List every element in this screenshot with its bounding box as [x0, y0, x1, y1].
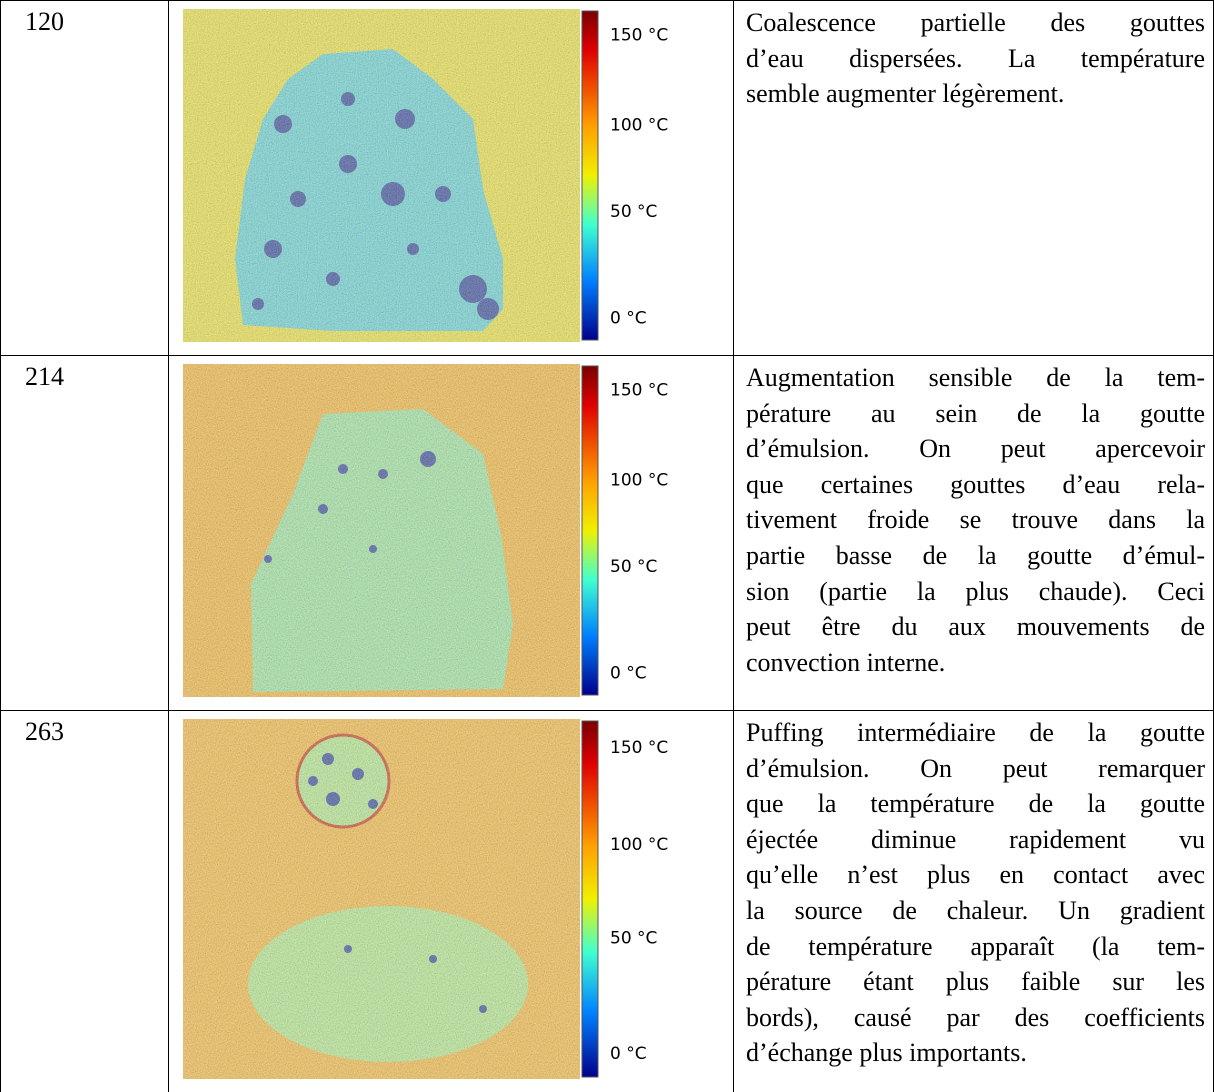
colorbar-label: 50 °C: [610, 557, 657, 577]
description-line: pérature étant plus faible sur les: [746, 967, 1205, 997]
image-cell: 150 °C 100 °C 50 °C 0 °C: [168, 355, 734, 711]
colorbar-label: 0 °C: [610, 664, 647, 684]
table-row: 263 150 °C 100 °C 50 °C 0 °C Puffing interméd…: [0, 710, 1214, 1092]
description-cell: Augmentation sensible de la tem-pérature…: [733, 355, 1214, 711]
description-line: convection interne.: [746, 647, 946, 677]
colorbar: [581, 720, 599, 1078]
colorbar-label: 150 °C: [610, 738, 668, 758]
description-line: Puffing intermédiaire de la goutte: [746, 718, 1205, 747]
time: 120: [25, 7, 64, 36]
colorbar-label: 50 °C: [610, 929, 657, 949]
image-cell: 150 °C 100 °C 50 °C 0 °C: [168, 0, 734, 356]
colorbar-label: 0 °C: [610, 309, 647, 329]
noise: [183, 9, 580, 342]
description-line: d’échange plus importants.: [746, 1038, 1027, 1068]
table-row: 214 150 °C 100 °C 50 °C 0 °C Augmentation sen…: [0, 355, 1214, 711]
description-line: sion (partie la plus chaude). Ceci: [746, 576, 1205, 606]
time-cell: 120: [0, 0, 169, 356]
time: 214: [25, 362, 64, 391]
colorbar-label: 100 °C: [610, 835, 668, 855]
colorbar: [581, 10, 599, 341]
description-line: partie basse de la goutte d’émul-: [746, 540, 1205, 570]
image-cell: 150 °C 100 °C 50 °C 0 °C: [168, 710, 734, 1092]
description-line: que certaines gouttes d’eau rela-: [746, 469, 1205, 499]
description-line: de température apparaît (la tem-: [746, 931, 1205, 961]
time: 263: [25, 717, 64, 746]
description-line: pérature au sein de la goutte: [746, 398, 1205, 428]
description-cell: Puffing intermédiaire de la goutte d’émul…: [733, 710, 1214, 1092]
description-line: semble augmenter légèrement.: [746, 79, 1065, 109]
colorbar-label: 150 °C: [610, 26, 668, 46]
description-line: Coalescence partielle des gouttes: [746, 8, 1205, 37]
description-line: tivement froide se trouve dans la: [746, 505, 1205, 535]
description-line: d’émulsion. On peut remarquer: [746, 753, 1205, 783]
description-line: qu’elle n’est plus en contact avec: [746, 860, 1205, 890]
colorbar-label: 100 °C: [610, 471, 668, 491]
thermal-image: 150 °C 100 °C 50 °C 0 °C: [183, 364, 668, 697]
description-line: d’émulsion. On peut apercevoir: [746, 434, 1205, 464]
time-cell: 263: [0, 710, 169, 1092]
colorbar-label: 0 °C: [610, 1044, 647, 1064]
description-line: la source de chaleur. Un gradient: [746, 895, 1205, 925]
colorbar: [581, 365, 599, 696]
description-line: que la température de la goutte: [746, 789, 1205, 819]
table-row: 120 150 °C 100 °C 50 °C 0 °C Coalescence part…: [0, 0, 1214, 356]
colorbar-label: 150 °C: [610, 381, 668, 401]
description-line: d’eau dispersées. La température: [746, 43, 1205, 73]
description-cell: Coalescence partielle des gouttes d’eau d…: [733, 0, 1214, 356]
colorbar-label: 50 °C: [610, 202, 657, 222]
thermal-image: 150 °C 100 °C 50 °C 0 °C: [183, 719, 668, 1079]
noise: [183, 364, 580, 697]
description-line: Augmentation sensible de la tem-: [746, 363, 1205, 392]
time-cell: 214: [0, 355, 169, 711]
colorbar-label: 100 °C: [610, 116, 668, 136]
description-line: peut être du aux mouvements de: [746, 612, 1205, 642]
description-line: bords), causé par des coefficients: [746, 1002, 1205, 1032]
description-line: éjectée diminue rapidement vu: [746, 824, 1205, 854]
noise: [183, 719, 580, 1079]
thermal-image: 150 °C 100 °C 50 °C 0 °C: [183, 9, 668, 342]
